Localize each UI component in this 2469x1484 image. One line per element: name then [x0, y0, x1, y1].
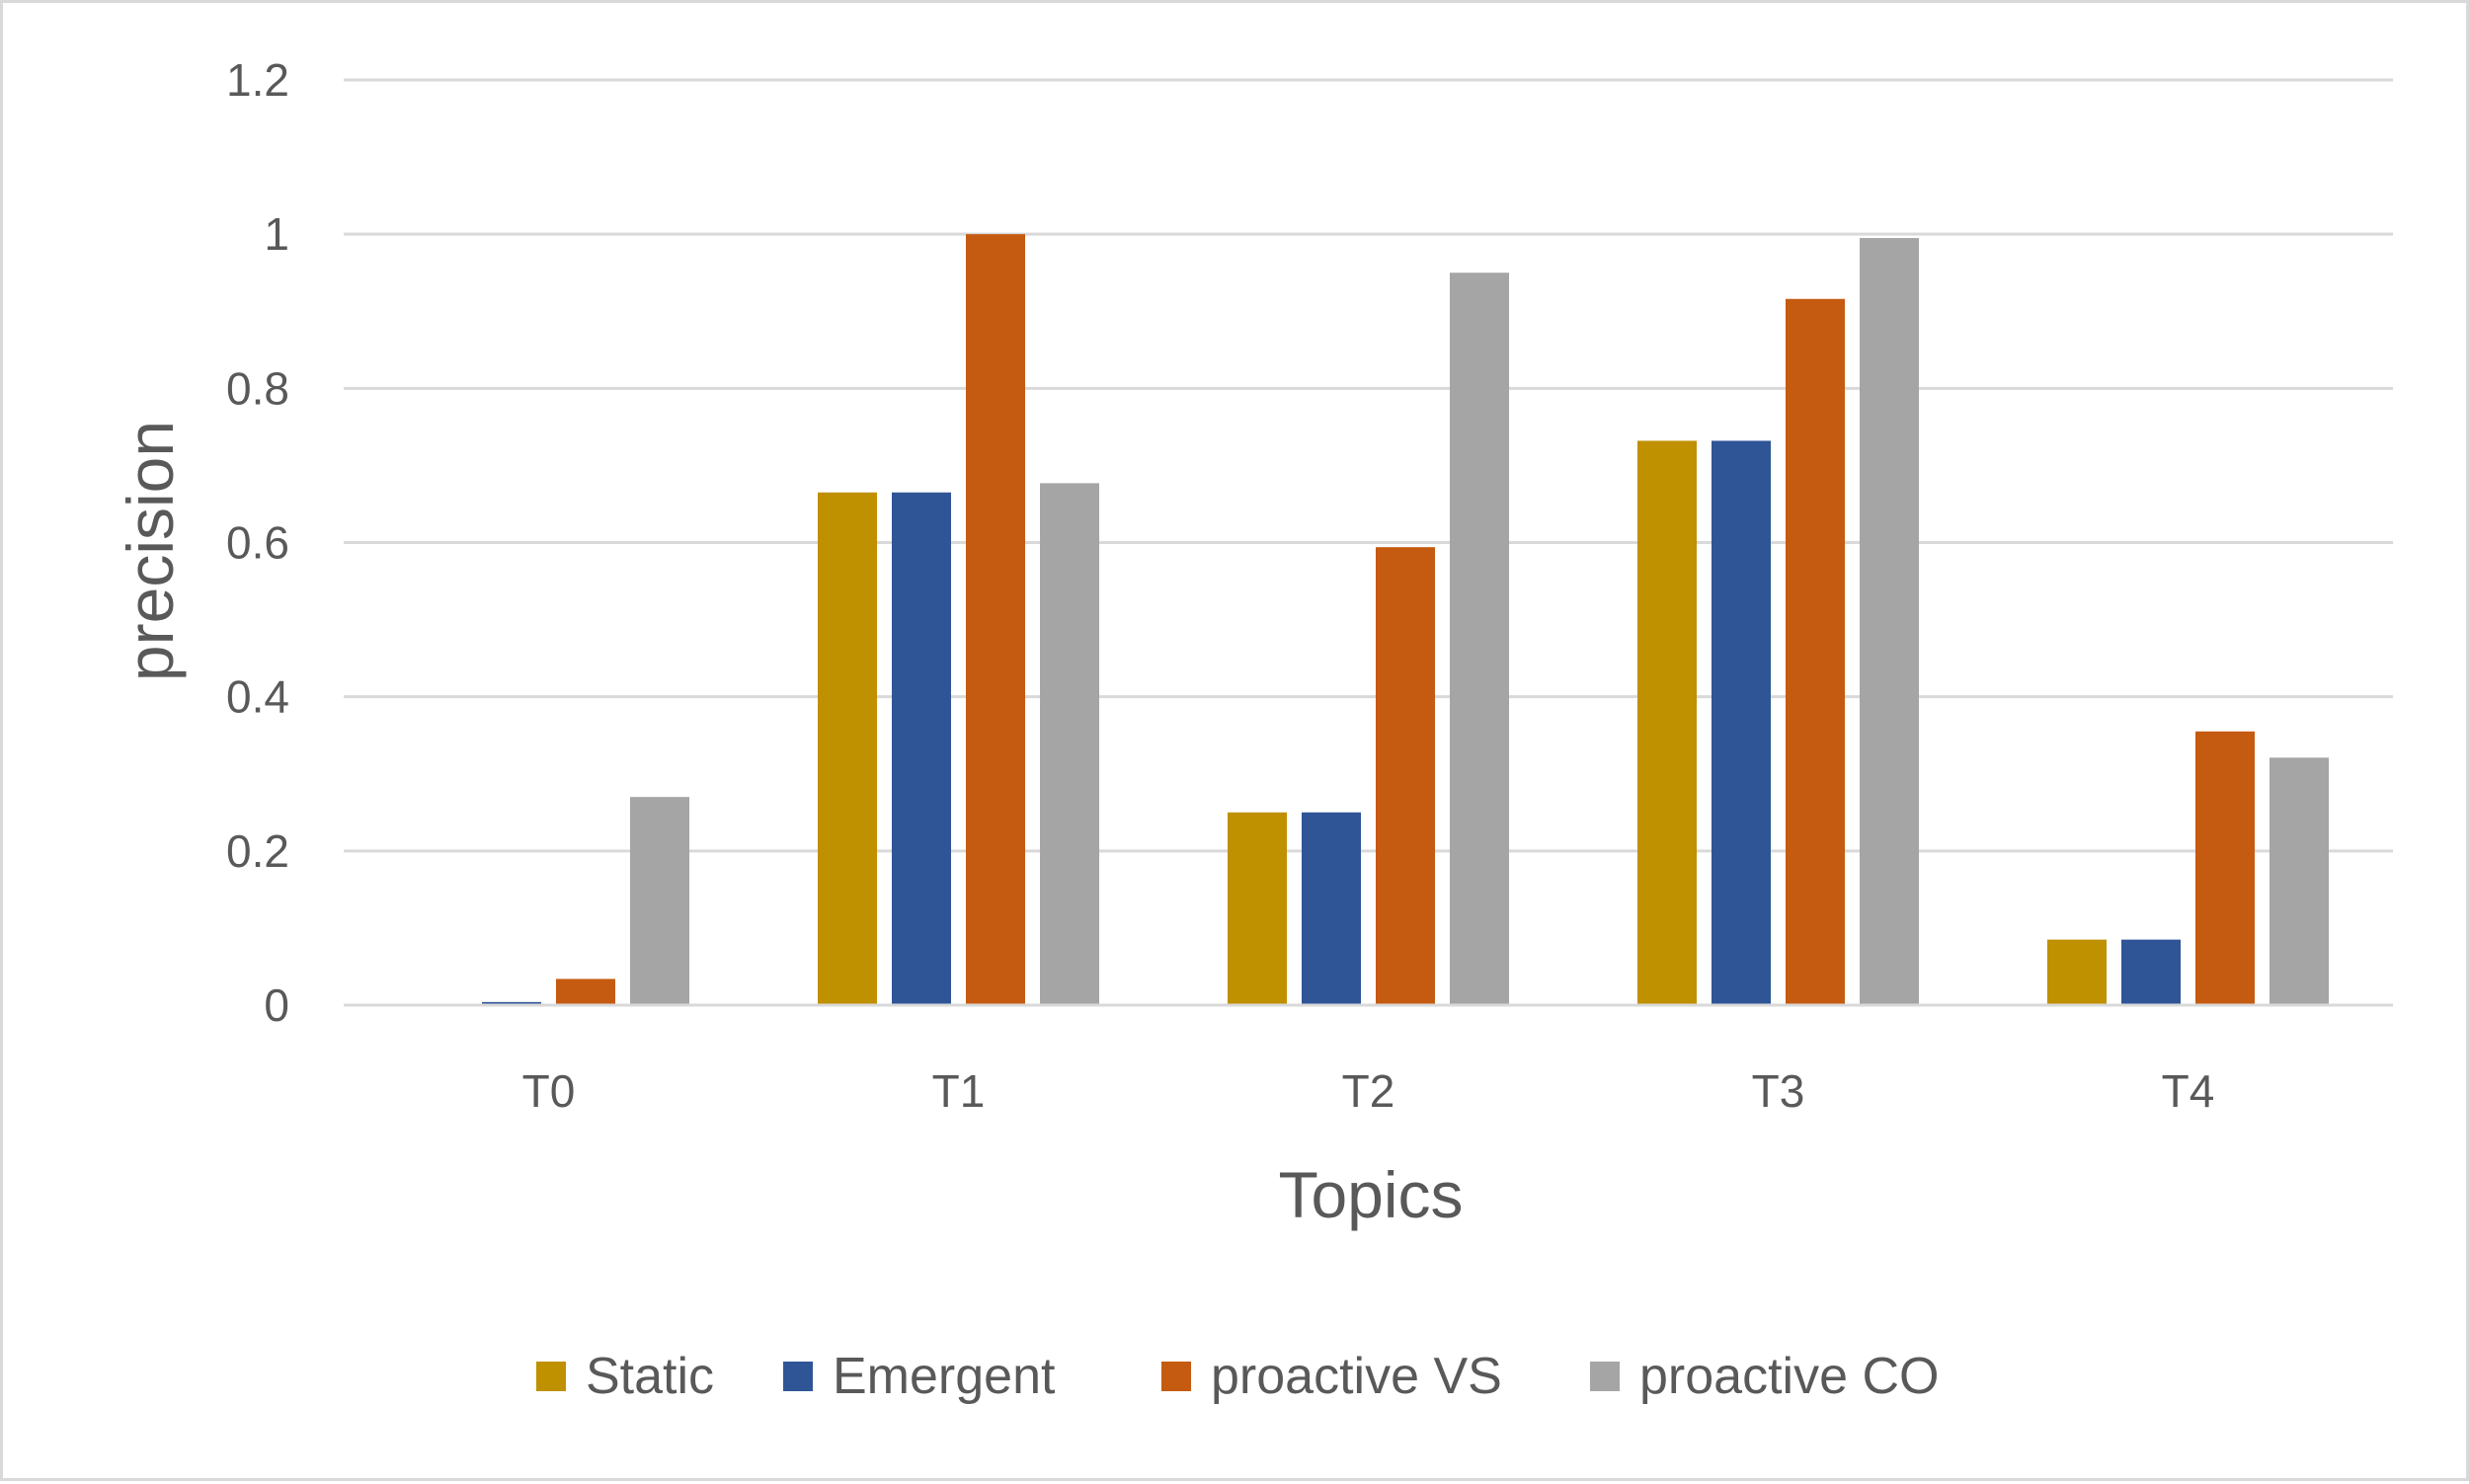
bar-proactive-vs-t1: [966, 234, 1025, 1005]
bar-emergent-t2: [1302, 812, 1361, 1005]
x-tick-label: T2: [1342, 1065, 1395, 1117]
x-axis-ticks: T0 T1 T2 T3 T4: [522, 1065, 2215, 1117]
bar-proactive-co-t0: [630, 797, 689, 1005]
legend-swatch-proactive-co: [1590, 1362, 1620, 1391]
bar-proactive-co-t4: [2270, 757, 2329, 1005]
legend: Static Emergent proactive VS proactive CO: [536, 1348, 1939, 1405]
legend-swatch-proactive-vs: [1161, 1362, 1191, 1391]
x-axis-title: Topics: [1278, 1158, 1463, 1231]
y-axis-ticks: 0 0.2 0.4 0.6 0.8 1 1.2: [226, 54, 289, 1031]
x-tick-label: T4: [2162, 1065, 2215, 1117]
bar-static-t2: [1228, 812, 1287, 1005]
legend-swatch-static: [536, 1362, 566, 1391]
x-tick-label: T3: [1752, 1065, 1805, 1117]
x-tick-label: T0: [522, 1065, 576, 1117]
y-tick-label: 1.2: [226, 54, 289, 106]
bar-emergent-t1: [892, 492, 951, 1005]
bar-proactive-vs-t4: [2195, 731, 2255, 1005]
bar-proactive-co-t3: [1860, 238, 1919, 1006]
bar-static-t4: [2047, 939, 2107, 1005]
y-tick-label: 0.2: [226, 825, 289, 877]
bar-proactive-co-t2: [1450, 273, 1509, 1005]
y-tick-label: 0.8: [226, 362, 289, 414]
bar-proactive-vs-t3: [1786, 298, 1845, 1005]
legend-label: Emergent: [833, 1348, 1056, 1405]
gridlines: [344, 78, 2393, 853]
legend-label: proactive VS: [1211, 1348, 1502, 1405]
y-tick-label: 1: [264, 208, 289, 260]
bar-proactive-vs-t2: [1376, 547, 1435, 1005]
bar-emergent-t0: [482, 1001, 541, 1005]
bar-emergent-t4: [2121, 939, 2181, 1005]
bars: [482, 234, 2329, 1006]
x-tick-label: T1: [932, 1065, 986, 1117]
bar-proactive-vs-t0: [556, 978, 615, 1005]
bar-static-t1: [818, 492, 877, 1005]
legend-label: proactive CO: [1639, 1348, 1939, 1405]
bar-emergent-t3: [1712, 440, 1771, 1005]
legend-swatch-emergent: [783, 1362, 813, 1391]
y-tick-label: 0: [264, 979, 289, 1031]
y-tick-label: 0.4: [226, 671, 289, 723]
bar-chart: 0 0.2 0.4 0.6 0.8 1 1.2 T0 T1 T2 T3 T4 precision T…: [114, 54, 2393, 1405]
bar-static-t3: [1637, 440, 1697, 1005]
bar-proactive-co-t1: [1040, 483, 1099, 1005]
legend-label: Static: [586, 1348, 714, 1405]
y-axis-title: precision: [114, 421, 187, 681]
y-tick-label: 0.6: [226, 517, 289, 569]
